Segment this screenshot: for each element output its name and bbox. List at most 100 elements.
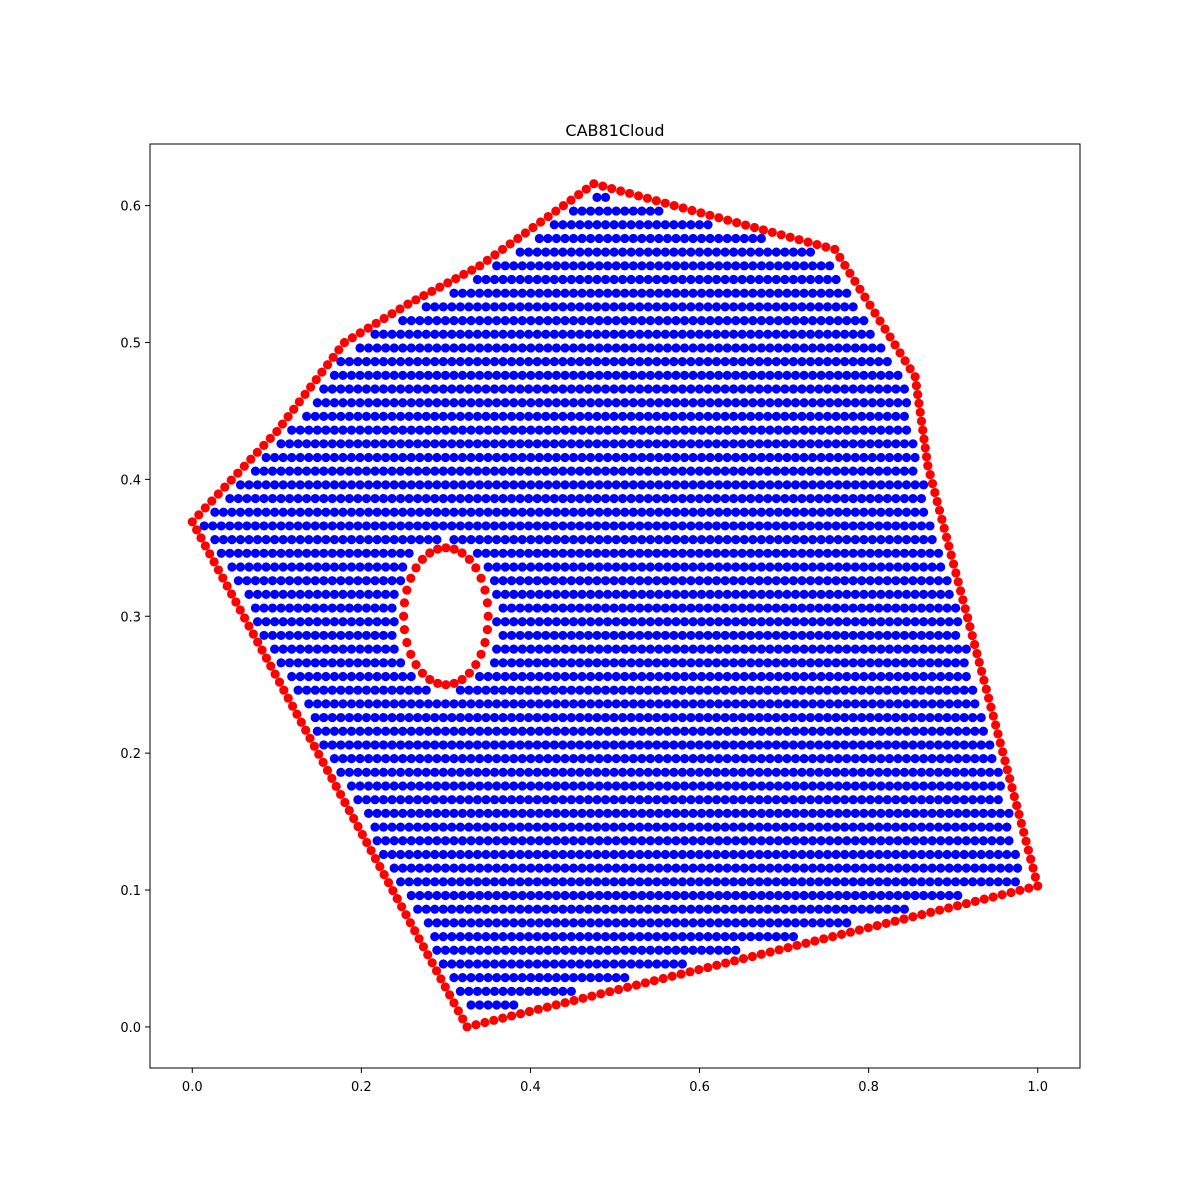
interior-point	[355, 589, 365, 599]
boundary-point	[431, 966, 442, 976]
interior-point	[447, 904, 457, 914]
hole-boundary-point	[402, 637, 412, 648]
interior-point	[346, 370, 357, 380]
interior-point	[413, 439, 423, 449]
boundary-point	[355, 328, 365, 338]
interior-point	[711, 302, 722, 312]
interior-point	[722, 370, 732, 380]
interior-point	[961, 726, 971, 736]
boundary-point	[895, 348, 905, 358]
interior-point	[526, 535, 536, 545]
interior-point	[1010, 849, 1021, 860]
interior-point	[951, 822, 961, 832]
interior-point	[756, 480, 766, 490]
interior-point	[500, 945, 510, 955]
interior-point	[483, 781, 493, 791]
interior-point	[611, 808, 621, 818]
interior-point	[515, 603, 525, 613]
boundary-point	[738, 954, 749, 964]
interior-point	[919, 699, 929, 709]
interior-point	[498, 384, 508, 394]
interior-point	[782, 699, 792, 709]
boundary-point	[551, 206, 561, 216]
interior-point	[790, 644, 801, 654]
interior-point	[953, 890, 963, 901]
interior-point	[628, 617, 638, 627]
interior-point	[968, 767, 978, 777]
interior-point	[611, 398, 621, 408]
interior-point	[679, 945, 690, 955]
interior-point	[773, 562, 784, 572]
interior-point	[662, 288, 673, 298]
interior-point	[415, 863, 425, 873]
boundary-point	[916, 416, 927, 426]
interior-point	[389, 480, 399, 490]
boundary-point	[926, 907, 936, 917]
interior-point	[447, 384, 457, 394]
boundary-point	[941, 532, 952, 542]
interior-point	[808, 726, 818, 736]
interior-point	[822, 658, 833, 668]
interior-point	[543, 535, 553, 545]
interior-point	[524, 439, 534, 449]
interior-point	[558, 493, 568, 504]
interior-point	[637, 315, 647, 326]
interior-point	[874, 849, 884, 860]
interior-point	[278, 535, 288, 545]
interior-point	[660, 302, 670, 312]
interior-point	[344, 712, 354, 723]
interior-point	[635, 274, 645, 285]
interior-point	[398, 480, 408, 490]
boundary-point	[810, 936, 820, 946]
interior-point	[671, 836, 681, 846]
interior-point	[840, 795, 850, 805]
interior-point	[643, 767, 653, 777]
interior-point	[669, 493, 679, 504]
interior-point	[833, 617, 843, 627]
interior-point	[583, 795, 594, 805]
interior-point	[395, 466, 406, 476]
interior-point	[944, 781, 954, 791]
interior-point	[850, 726, 860, 736]
interior-point	[669, 685, 679, 695]
interior-point	[686, 357, 696, 367]
interior-point	[534, 535, 544, 545]
interior-point	[825, 480, 835, 490]
interior-point	[378, 384, 389, 394]
interior-point	[483, 699, 493, 709]
interior-point	[850, 863, 860, 873]
interior-point	[711, 411, 722, 422]
interior-point	[492, 507, 502, 517]
interior-point	[284, 630, 295, 641]
interior-point	[628, 671, 638, 682]
interior-point	[250, 493, 261, 504]
interior-point	[705, 808, 715, 818]
interior-point	[884, 480, 895, 490]
interior-point	[831, 685, 841, 695]
interior-point	[714, 261, 724, 271]
interior-point	[874, 439, 884, 449]
interior-point	[583, 247, 594, 257]
interior-point	[822, 274, 833, 285]
interior-point	[549, 274, 559, 285]
interior-point	[799, 726, 809, 736]
interior-point	[560, 452, 570, 463]
interior-point	[771, 685, 781, 695]
interior-point	[466, 726, 476, 736]
interior-point	[481, 849, 491, 860]
interior-point	[763, 740, 773, 750]
interior-point	[814, 411, 824, 422]
interior-point	[711, 877, 722, 887]
boundary-point	[914, 398, 924, 408]
interior-point	[526, 315, 536, 326]
interior-point	[423, 726, 433, 736]
interior-point	[252, 617, 263, 627]
interior-point	[585, 425, 596, 435]
interior-point	[620, 671, 630, 682]
interior-point	[423, 315, 433, 326]
interior-point	[406, 315, 416, 326]
interior-point	[951, 795, 961, 805]
interior-point	[543, 671, 553, 682]
interior-point	[483, 562, 493, 572]
interior-point	[319, 630, 329, 641]
